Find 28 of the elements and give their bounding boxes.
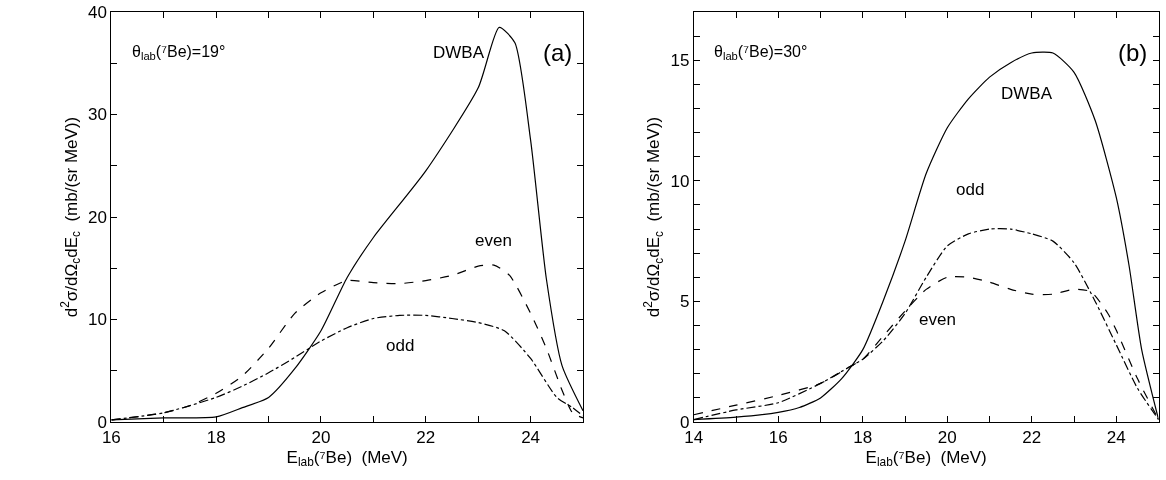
x-tick-label: 24 xyxy=(1106,428,1126,448)
y-tick-label: 30 xyxy=(88,105,107,125)
x-tick-label: 22 xyxy=(1022,428,1042,448)
annotation: θ$_{lab}$(⁷Be)=30° xyxy=(714,43,808,63)
series-label: odd xyxy=(386,336,415,355)
x-tick-label: 22 xyxy=(416,428,436,448)
x-tick-label: 20 xyxy=(311,428,331,448)
annotation: θ$_{lab}$(⁷Be)=19° xyxy=(132,43,226,63)
y-tick-label: 5 xyxy=(679,292,690,312)
x-tick-label: 24 xyxy=(521,428,541,448)
x-axis-title: E$_{lab}$(⁷Be) (MeV) xyxy=(865,447,987,470)
x-tick-label: 18 xyxy=(853,428,873,448)
series-label: even xyxy=(475,231,512,250)
y-tick-label: 20 xyxy=(88,207,107,227)
x-tick-label: 16 xyxy=(768,428,788,448)
y-tick-label: 40 xyxy=(88,2,107,22)
x-tick-label: 18 xyxy=(206,428,226,448)
y-tick-label: 15 xyxy=(670,51,690,71)
annotation: (a) xyxy=(543,39,573,66)
series-label: even xyxy=(919,310,956,329)
series-label: DWBA xyxy=(1001,84,1053,103)
x-axis-title: E$_{lab}$(⁷Be) (MeV) xyxy=(286,447,408,470)
y-tick-label: 10 xyxy=(88,310,107,330)
y-tick-label: 10 xyxy=(670,171,690,191)
x-tick-label: 20 xyxy=(937,428,957,448)
series-label: odd xyxy=(956,180,985,199)
annotation: (b) xyxy=(1118,39,1148,66)
series-label: DWBA xyxy=(433,43,485,62)
